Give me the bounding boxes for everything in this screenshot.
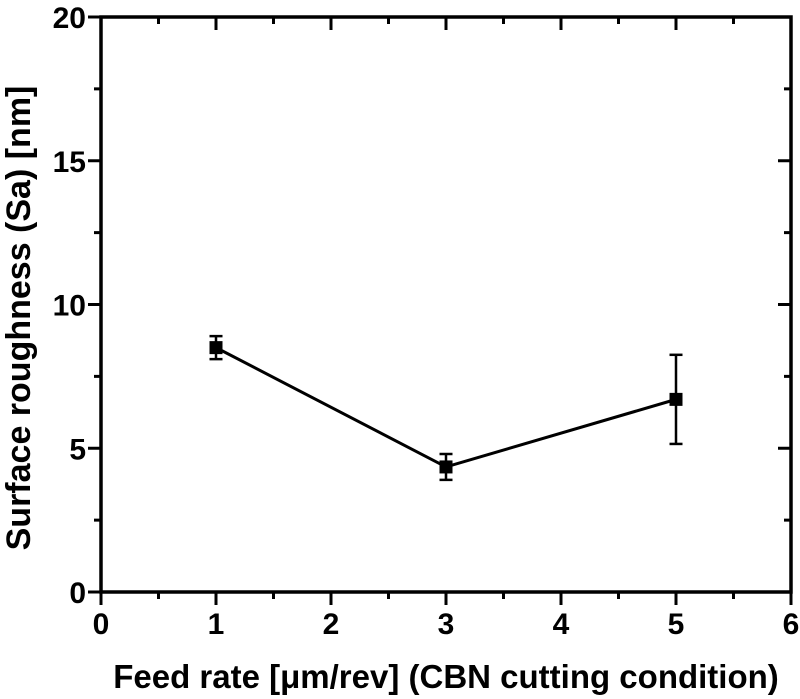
x-axis-label: Feed rate [μm/rev] (CBN cutting conditio…	[113, 658, 779, 695]
y-tick-label: 0	[69, 577, 86, 610]
y-tick-label: 15	[53, 146, 86, 179]
y-tick-label: 10	[53, 290, 86, 323]
plot-area: 0 1 2 3 4 5 6 0 5 10 15 20	[53, 2, 800, 641]
x-tick-label: 1	[208, 608, 225, 641]
data-point-marker	[439, 460, 453, 474]
data-point-marker	[669, 392, 683, 406]
x-tick-label: 0	[93, 608, 110, 641]
y-axis-label: Surface roughness (Sa) [nm]	[0, 86, 38, 551]
plot-frame	[99, 15, 793, 594]
x-tick-label: 3	[438, 608, 455, 641]
x-tick-label: 2	[323, 608, 340, 641]
data-point-marker	[209, 341, 223, 355]
x-tick-label: 5	[668, 608, 685, 641]
data-line	[215, 346, 677, 469]
y-tick-label: 5	[69, 433, 86, 466]
x-tick-label: 6	[783, 608, 800, 641]
y-tick-label: 20	[53, 2, 86, 35]
x-tick-label: 4	[553, 608, 570, 641]
